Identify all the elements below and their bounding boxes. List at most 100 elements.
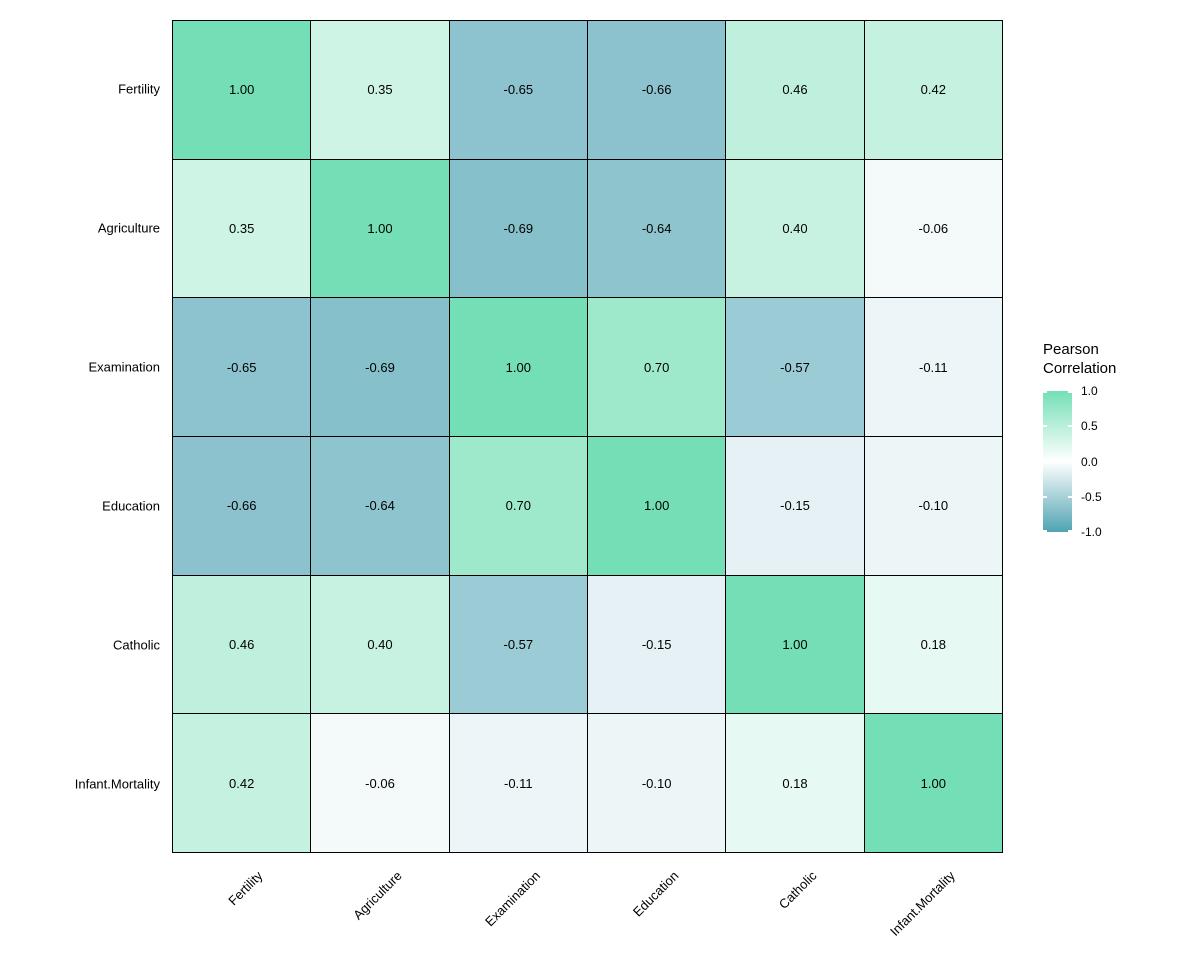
heatmap-cell: 0.18 bbox=[726, 714, 864, 852]
y-axis-label: Infant.Mortality bbox=[74, 776, 160, 792]
cell-value-label: -0.64 bbox=[365, 498, 395, 514]
x-axis-label: Infant.Mortality bbox=[887, 868, 959, 939]
colorbar-tick-mark bbox=[1043, 391, 1047, 393]
legend-tick-label: 1.0 bbox=[1081, 384, 1098, 398]
cell-value-label: 1.00 bbox=[505, 359, 531, 375]
cell-value-label: 0.42 bbox=[920, 82, 946, 98]
heatmap-cell: -0.64 bbox=[311, 437, 449, 575]
heatmap-cell: 0.40 bbox=[311, 575, 449, 714]
legend-title-line1: Pearson bbox=[1043, 341, 1099, 358]
heatmap-cell: -0.15 bbox=[726, 437, 864, 575]
x-axis-label: Fertility bbox=[225, 868, 266, 909]
heatmap-cell: 0.40 bbox=[726, 159, 864, 298]
colorbar-tick-mark bbox=[1068, 460, 1072, 463]
cell-value-label: -0.69 bbox=[365, 359, 395, 375]
heatmap-cell: -0.65 bbox=[449, 21, 587, 159]
heatmap-cell: 0.18 bbox=[864, 575, 1002, 714]
cell-value-label: 1.00 bbox=[920, 775, 946, 791]
cell-value-label: 1.00 bbox=[644, 498, 670, 514]
y-axis-label: Examination bbox=[88, 359, 160, 375]
heatmap-cell: 1.00 bbox=[726, 575, 864, 714]
heatmap-cell: -0.11 bbox=[864, 298, 1002, 436]
legend-title-line2: Correlation bbox=[1043, 360, 1117, 377]
colorbar-tick-mark bbox=[1043, 425, 1047, 428]
x-axis-label: Education bbox=[629, 868, 682, 920]
heatmap-cell: -0.66 bbox=[587, 21, 726, 159]
cell-value-label: 1.00 bbox=[367, 220, 393, 236]
heatmap-cell: -0.06 bbox=[311, 714, 449, 852]
colorbar-tick-mark bbox=[1043, 495, 1047, 498]
heatmap-cell: 0.46 bbox=[173, 575, 311, 714]
heatmap-cell: -0.69 bbox=[311, 298, 449, 436]
cell-value-label: -0.64 bbox=[641, 220, 672, 236]
heatmap-cell: -0.57 bbox=[726, 298, 864, 436]
cell-value-label: 0.70 bbox=[644, 359, 670, 375]
cell-value-label: -0.65 bbox=[503, 82, 534, 98]
colorbar-tick-mark bbox=[1043, 460, 1047, 463]
cell-value-label: 0.35 bbox=[229, 220, 255, 236]
heatmap-cell: 0.42 bbox=[864, 21, 1002, 159]
cell-value-label: -0.11 bbox=[503, 775, 533, 791]
legend-tick-label: -0.5 bbox=[1081, 489, 1102, 504]
heatmap-cell: -0.10 bbox=[587, 714, 726, 852]
colorbar-tick-mark bbox=[1068, 425, 1072, 428]
y-axis-label: Agriculture bbox=[97, 220, 160, 236]
cell-value-label: -0.65 bbox=[226, 359, 257, 375]
cell-value-label: -0.66 bbox=[226, 498, 257, 514]
heatmap-cell: 0.35 bbox=[173, 159, 311, 298]
legend-tick-label: 0.5 bbox=[1081, 419, 1098, 434]
colorbar-tick-mark bbox=[1068, 495, 1072, 498]
heatmap-cell: 1.00 bbox=[173, 21, 311, 159]
cell-value-label: -0.15 bbox=[780, 498, 810, 514]
cell-value-label: 1.00 bbox=[782, 636, 808, 652]
y-axis-label: Catholic bbox=[113, 637, 160, 653]
heatmap-cell: 0.42 bbox=[173, 714, 311, 852]
heatmap-cell: -0.66 bbox=[173, 437, 311, 575]
heatmap-cell: 0.70 bbox=[449, 437, 587, 575]
cell-value-label: 0.70 bbox=[505, 498, 531, 514]
y-axis-label: Education bbox=[102, 498, 160, 514]
cell-value-label: -0.11 bbox=[918, 359, 948, 375]
heatmap-panel: 1.00 0.35 -0.65 -0.66 0.46 0.42 0.35 1.00 -0.69 -… bbox=[172, 20, 1003, 853]
heatmap-cell: 0.35 bbox=[311, 21, 449, 159]
heatmap-cell: 1.00 bbox=[311, 159, 449, 298]
heatmap-cell: 1.00 bbox=[864, 714, 1002, 852]
heatmap-cell: -0.06 bbox=[864, 159, 1002, 298]
cell-value-label: 1.00 bbox=[229, 82, 255, 98]
heatmap-cell: -0.64 bbox=[587, 159, 726, 298]
cell-value-label: 0.18 bbox=[782, 775, 808, 791]
heatmap-cell: -0.65 bbox=[173, 298, 311, 436]
cell-value-label: 0.35 bbox=[367, 82, 393, 98]
cell-value-label: -0.06 bbox=[365, 775, 395, 791]
heatmap-cell: -0.11 bbox=[449, 714, 587, 852]
y-axis-label: Fertility bbox=[118, 81, 160, 97]
cell-value-label: -0.06 bbox=[918, 220, 949, 236]
cell-value-label: -0.69 bbox=[503, 220, 534, 236]
heatmap-cell: 1.00 bbox=[449, 298, 587, 436]
heatmap-cell: 0.46 bbox=[726, 21, 864, 159]
colorbar-tick-mark bbox=[1043, 530, 1047, 532]
cell-value-label: 0.18 bbox=[920, 636, 946, 652]
cell-value-label: 0.40 bbox=[782, 220, 808, 236]
cell-value-label: 0.40 bbox=[367, 636, 393, 652]
legend-title: Pearson Correlation bbox=[1043, 340, 1116, 378]
cell-value-label: -0.10 bbox=[918, 498, 949, 514]
heatmap-cell: 0.70 bbox=[587, 298, 726, 436]
colorbar-tick-mark bbox=[1068, 530, 1072, 532]
x-axis-label: Agriculture bbox=[349, 868, 405, 923]
colorbar-tick-mark bbox=[1068, 391, 1072, 393]
x-axis-label: Examination bbox=[481, 868, 543, 930]
cell-value-label: -0.10 bbox=[641, 775, 672, 791]
heatmap-cell: -0.10 bbox=[864, 437, 1002, 575]
x-axis-label: Catholic bbox=[776, 868, 820, 912]
legend-colorbar bbox=[1043, 391, 1072, 532]
cell-value-label: 0.46 bbox=[229, 636, 255, 652]
cell-value-label: 0.42 bbox=[229, 775, 255, 791]
cell-value-label: -0.15 bbox=[641, 636, 672, 652]
legend-tick-label: 0.0 bbox=[1081, 454, 1098, 469]
cell-value-label: -0.57 bbox=[503, 636, 534, 652]
heatmap-cell: 1.00 bbox=[587, 437, 726, 575]
cell-value-label: 0.46 bbox=[782, 82, 808, 98]
heatmap-cell: -0.15 bbox=[587, 575, 726, 714]
